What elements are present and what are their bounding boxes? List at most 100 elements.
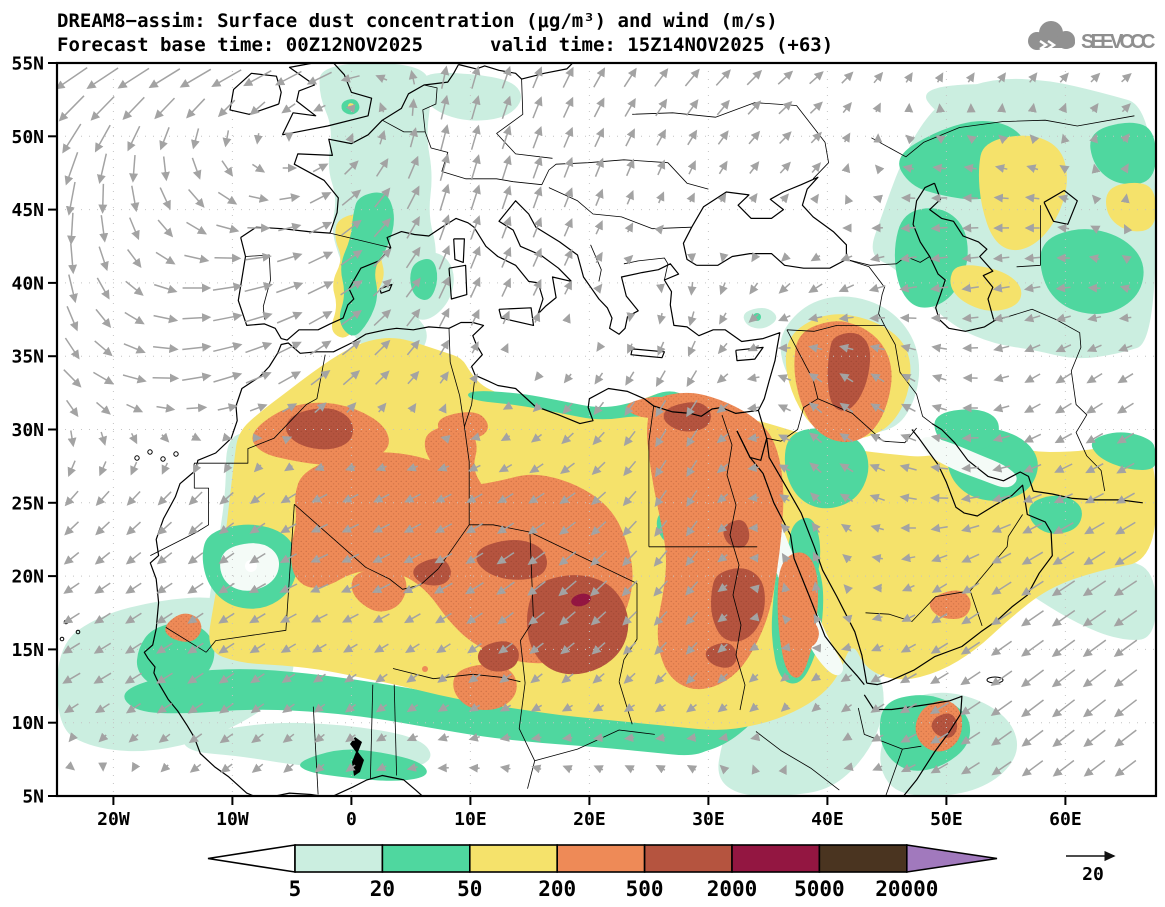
wind-arrow: [501, 216, 512, 239]
wind-arrow: [67, 430, 77, 448]
wind-arrow: [161, 462, 170, 475]
wind-arrow: [221, 160, 234, 177]
wind-arrow: [749, 702, 760, 713]
colorbar-above-max: [905, 844, 998, 873]
coastline: [237, 226, 443, 341]
wind-arrow: [310, 613, 328, 623]
wind-arrow: [747, 343, 760, 352]
wind-arrow: [250, 673, 265, 684]
wind-arrow: [841, 132, 851, 143]
wind-arrow: [780, 672, 791, 682]
wind-arrow: [1082, 580, 1107, 597]
wind-arrow: [308, 251, 334, 265]
wind-arrow: [715, 69, 731, 86]
wind-arrow: [219, 733, 234, 744]
wind-arrow: [408, 69, 418, 85]
wind-arrow: [244, 282, 274, 293]
wind-arrow: [404, 493, 421, 503]
wind-arrow: [496, 581, 515, 595]
wind-arrow: [872, 102, 881, 113]
wind-arrow: [1120, 193, 1130, 204]
wind-arrow: [468, 732, 480, 742]
wind-arrow: [406, 185, 420, 210]
wind-arrow: [341, 340, 362, 356]
lat-tick-label-15N: 15N: [11, 640, 44, 661]
wind-arrow: [686, 459, 698, 478]
wind-arrow: [779, 131, 792, 145]
wind-arrow: [440, 435, 451, 444]
wind-arrow: [340, 249, 363, 266]
wind-arrow: [500, 343, 509, 354]
wind-arrow: [404, 613, 421, 624]
country-border: [993, 308, 1106, 492]
wind-arrow: [656, 191, 665, 204]
wind-arrow: [1051, 609, 1076, 627]
wind-arrow: [870, 403, 885, 413]
wind-arrow: [280, 643, 297, 653]
wind-arrow: [871, 733, 884, 742]
wind-arrow: [532, 126, 543, 149]
wind-arrow: [685, 550, 698, 567]
wind-arrow: [872, 762, 883, 771]
forecast-base-time: Forecast base time: 00Z12NOV2025: [57, 34, 423, 56]
wind-arrow: [469, 373, 479, 384]
wind-arrow: [532, 155, 543, 179]
island: [134, 455, 140, 461]
wind-arrow: [340, 280, 363, 296]
wind-arrow: [157, 521, 172, 535]
wind-arrow: [156, 582, 173, 594]
lon-tick-label-10W: 10W: [216, 809, 249, 830]
wind-arrow: [809, 71, 824, 85]
wind-arrow: [654, 703, 667, 713]
wind-arrow: [532, 186, 543, 209]
wind-arrow: [592, 703, 604, 712]
wind-arrow: [1023, 283, 1041, 293]
dust-region: [1091, 432, 1156, 470]
wind-arrow: [1028, 72, 1038, 83]
wind-arrow: [281, 103, 296, 114]
wind-arrow: [372, 523, 391, 533]
wind-arrow: [1027, 102, 1037, 113]
wind-arrow: [528, 611, 545, 625]
wind-arrow: [278, 222, 302, 232]
wind-arrow: [1052, 729, 1075, 747]
wind-arrow: [281, 673, 296, 684]
coastline: [448, 264, 468, 300]
wind-arrow: [717, 613, 728, 623]
wind-arrow: [561, 673, 574, 684]
wind-arrow: [498, 642, 513, 654]
wind-arrow: [871, 643, 884, 652]
wind-arrow: [840, 523, 853, 533]
wind-arrow: [527, 580, 546, 596]
wind-arrow: [991, 761, 1012, 776]
wind-arrow: [406, 673, 419, 683]
wind-arrow: [562, 66, 574, 88]
wind-arrow: [685, 520, 698, 537]
wind-arrow: [871, 612, 883, 622]
wind-arrow: [284, 462, 295, 472]
country-border: [648, 405, 655, 547]
wind-arrow: [810, 131, 822, 144]
wind-arrow: [1116, 432, 1135, 444]
wind-arrow: [249, 522, 266, 534]
wind-arrow: [186, 221, 208, 235]
wind-arrow: [439, 153, 450, 182]
wind-arrow: [94, 551, 111, 565]
wind-arrow: [839, 433, 854, 443]
wind-arrow: [717, 643, 728, 653]
wind-arrow: [589, 580, 608, 597]
wind-arrow: [311, 493, 328, 503]
wind-arrow: [843, 584, 854, 595]
wind-arrow: [249, 613, 266, 624]
wind-arrow: [930, 433, 948, 443]
wind-arrow: [960, 731, 981, 745]
wind-arrow: [466, 493, 483, 503]
wind-arrow: [685, 672, 698, 685]
wind-arrow: [1021, 580, 1044, 596]
wind-arrow: [314, 733, 325, 743]
wind-arrow: [248, 583, 267, 594]
wind-arrow: [1121, 254, 1132, 264]
country-border: [294, 504, 638, 590]
wind-arrow: [1085, 432, 1104, 444]
